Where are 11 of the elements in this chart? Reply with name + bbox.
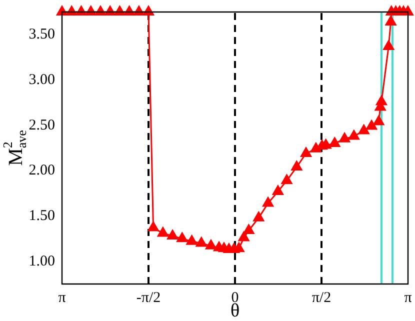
y-tick-label: 3.00 — [28, 72, 55, 88]
y-tick-label: 1.50 — [28, 208, 55, 224]
x-tick-label: π/2 — [312, 290, 332, 306]
x-tick-label: π — [58, 290, 66, 306]
y-axis-title: M2ave — [0, 130, 29, 166]
y-tick-label: 1.00 — [28, 253, 55, 270]
y-tick-label: 3.50 — [28, 26, 55, 43]
y-tick-label: 2.50 — [28, 117, 55, 134]
x-tick-label: -π/2 — [136, 290, 161, 306]
x-tick-label: π — [404, 290, 412, 306]
y-tick-label: 2.00 — [28, 162, 55, 179]
